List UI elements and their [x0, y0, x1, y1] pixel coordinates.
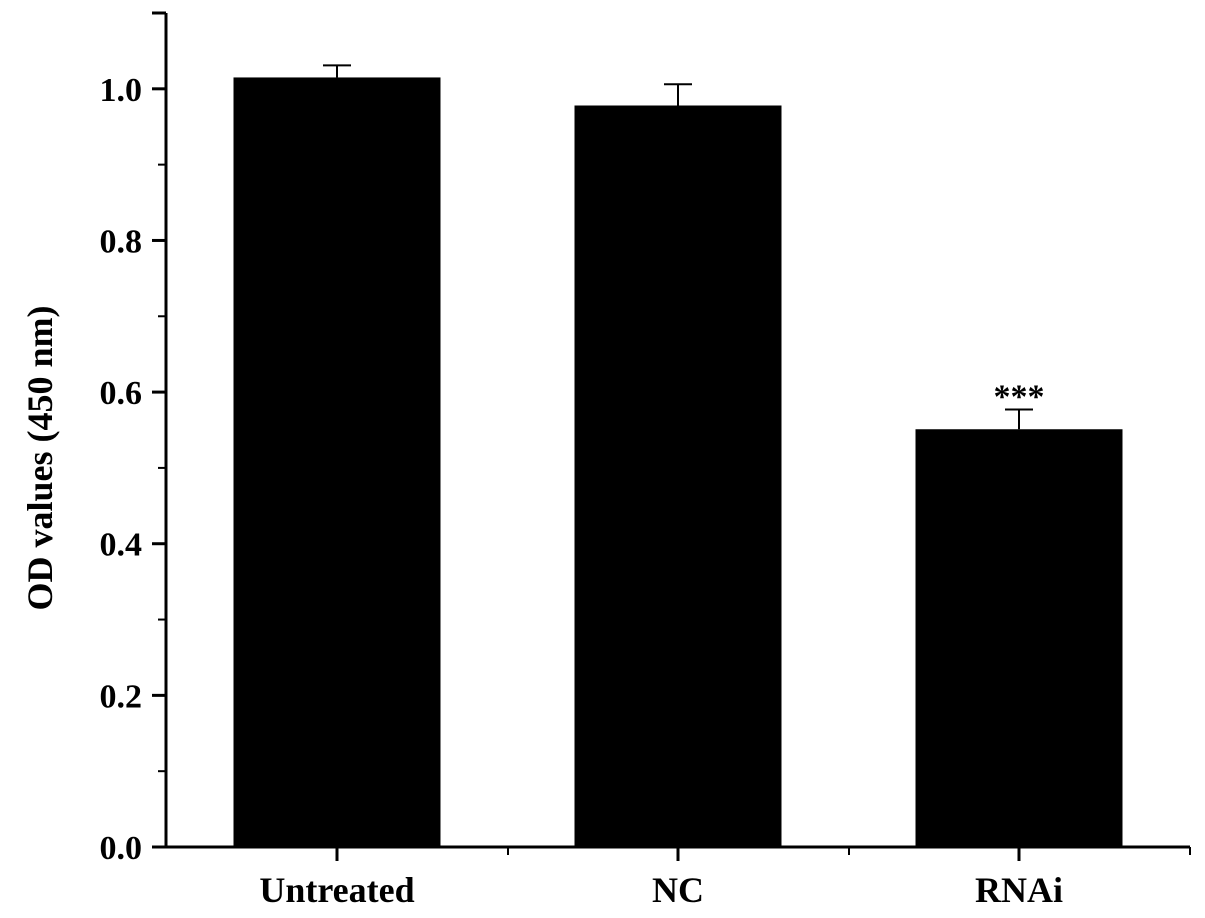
significance-annotation: ***: [994, 379, 1045, 416]
labels-layer: 0.0 0.2 0.4 0.6 0.8 1.0 Untreated NC RNAi *** OD v…: [20, 72, 1063, 910]
y-tick-label: 0.4: [100, 527, 143, 564]
x-tick-label-untreated: Untreated: [259, 870, 414, 910]
error-bars-layer: [323, 64, 1033, 430]
error-bar-nc: [664, 83, 692, 106]
y-tick-label: 0.6: [100, 375, 143, 412]
axes-layer: [152, 11, 1191, 861]
x-tick-label-rnai: RNAi: [975, 870, 1063, 910]
x-tick-label-nc: NC: [652, 870, 704, 910]
y-axis-title: OD values (450 nm): [20, 306, 60, 611]
y-tick-label: 1.0: [100, 72, 143, 109]
bar-nc: [574, 105, 782, 848]
y-tick-label: 0.8: [100, 223, 143, 260]
error-bar-rnai: [1005, 408, 1033, 430]
bars-layer: [233, 77, 1123, 848]
error-bar-untreated: [323, 64, 351, 78]
bar-rnai: [915, 429, 1123, 847]
y-tick-label: 0.0: [100, 830, 143, 867]
y-tick-label: 0.2: [100, 678, 143, 715]
bar-untreated: [233, 77, 441, 848]
